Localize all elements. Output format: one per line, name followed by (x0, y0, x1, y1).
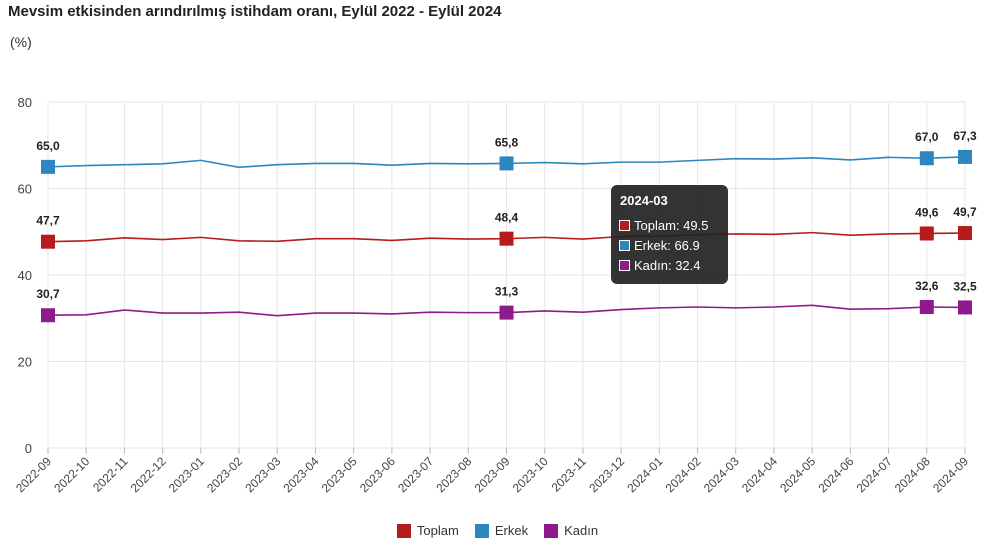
data-label-erkek: 67,3 (953, 129, 977, 143)
y-tick-label: 80 (18, 95, 32, 110)
tooltip-swatch-toplam (619, 220, 630, 231)
chart-legend: Toplam Erkek Kadın (0, 523, 995, 538)
data-point-toplam (919, 226, 934, 241)
tooltip-swatch-kadin (619, 260, 630, 271)
tooltip-row-erkek: Erkek: 66.9 (619, 238, 700, 253)
data-point-toplam (499, 231, 514, 246)
x-tick-label: 2024-01 (624, 454, 665, 495)
x-tick-label: 2022-12 (128, 454, 169, 495)
x-tick-label: 2023-08 (433, 454, 474, 495)
x-tick-label: 2023-06 (357, 454, 398, 495)
data-label-kadin: 32,6 (915, 279, 939, 293)
data-label-toplam: 48,4 (495, 211, 519, 225)
x-tick-label: 2023-03 (242, 454, 283, 495)
x-tick-label: 2022-11 (90, 454, 131, 495)
legend-item-kadin[interactable]: Kadın (544, 523, 598, 538)
data-label-erkek: 67,0 (915, 130, 939, 144)
tooltip-row-toplam: Toplam: 49.5 (619, 218, 708, 233)
x-tick-label: 2024-02 (663, 454, 704, 495)
x-tick-label: 2022-10 (51, 454, 92, 495)
x-tick-label: 2023-09 (472, 454, 513, 495)
data-point-kadin (41, 308, 55, 323)
legend-label-erkek: Erkek (494, 523, 529, 538)
legend-swatch-kadin (544, 523, 559, 538)
tooltip-swatch-erkek (619, 240, 630, 251)
x-tick-label: 2024-05 (777, 454, 818, 495)
x-tick-label: 2023-04 (281, 454, 322, 495)
legend-item-erkek[interactable]: Erkek (474, 523, 529, 538)
data-label-kadin: 30,7 (36, 287, 60, 301)
x-tick-label: 2024-07 (854, 454, 895, 495)
tooltip-value-toplam: Toplam: 49.5 (634, 218, 709, 233)
x-tick-label: 2023-07 (395, 454, 436, 495)
y-tick-label: 20 (18, 355, 32, 370)
legend-label-toplam: Toplam (416, 523, 459, 538)
unit-label: (%) (10, 34, 32, 50)
data-label-kadin: 31,3 (495, 285, 519, 299)
x-tick-label: 2023-02 (204, 454, 245, 495)
tooltip-value-kadin: Kadın: 32.4 (634, 258, 701, 273)
data-point-erkek (499, 156, 514, 171)
data-point-erkek (919, 151, 934, 166)
x-tick-label: 2024-06 (815, 454, 856, 495)
data-label-kadin: 32,5 (953, 279, 977, 293)
tooltip-value-erkek: Erkek: 66.9 (634, 238, 700, 253)
data-point-erkek (958, 149, 972, 164)
x-tick-label: 2024-08 (892, 454, 933, 495)
chart-title: Mevsim etkisinden arındırılmış istihdam … (8, 3, 502, 20)
data-label-toplam: 49,7 (953, 205, 977, 219)
data-point-kadin (499, 305, 514, 320)
x-tick-label: 2023-12 (586, 454, 627, 495)
data-label-erkek: 65,8 (495, 135, 519, 149)
x-tick-label: 2023-11 (549, 454, 590, 495)
data-point-toplam (41, 234, 55, 249)
data-point-kadin (919, 300, 934, 315)
tooltip-row-kadin: Kadın: 32.4 (619, 258, 701, 273)
x-tick-label: 2024-09 (930, 454, 971, 495)
y-tick-label: 60 (18, 182, 32, 197)
x-tick-label: 2023-10 (510, 454, 551, 495)
legend-swatch-toplam (396, 523, 411, 538)
y-tick-label: 40 (18, 268, 32, 283)
tooltip-title: 2024-03 (620, 193, 668, 208)
data-label-toplam: 47,7 (36, 214, 60, 228)
x-tick-label: 2023-05 (319, 454, 360, 495)
legend-label-kadin: Kadın (564, 523, 599, 538)
x-tick-label: 2022-09 (13, 454, 54, 495)
data-point-toplam (958, 226, 972, 241)
legend-item-toplam[interactable]: Toplam (396, 523, 459, 538)
legend-swatch-erkek (474, 523, 489, 538)
y-tick-label: 0 (25, 441, 32, 456)
data-label-toplam: 49,6 (915, 205, 939, 219)
x-tick-label: 2024-04 (739, 454, 780, 495)
x-tick-label: 2024-03 (701, 454, 742, 495)
data-point-kadin (958, 300, 972, 315)
x-tick-label: 2023-01 (166, 454, 207, 495)
data-label-erkek: 65,0 (36, 139, 60, 153)
chart-tooltip: 2024-03 Toplam: 49.5 Erkek: 66.9 Kadın: … (611, 185, 728, 284)
data-point-erkek (41, 159, 55, 174)
